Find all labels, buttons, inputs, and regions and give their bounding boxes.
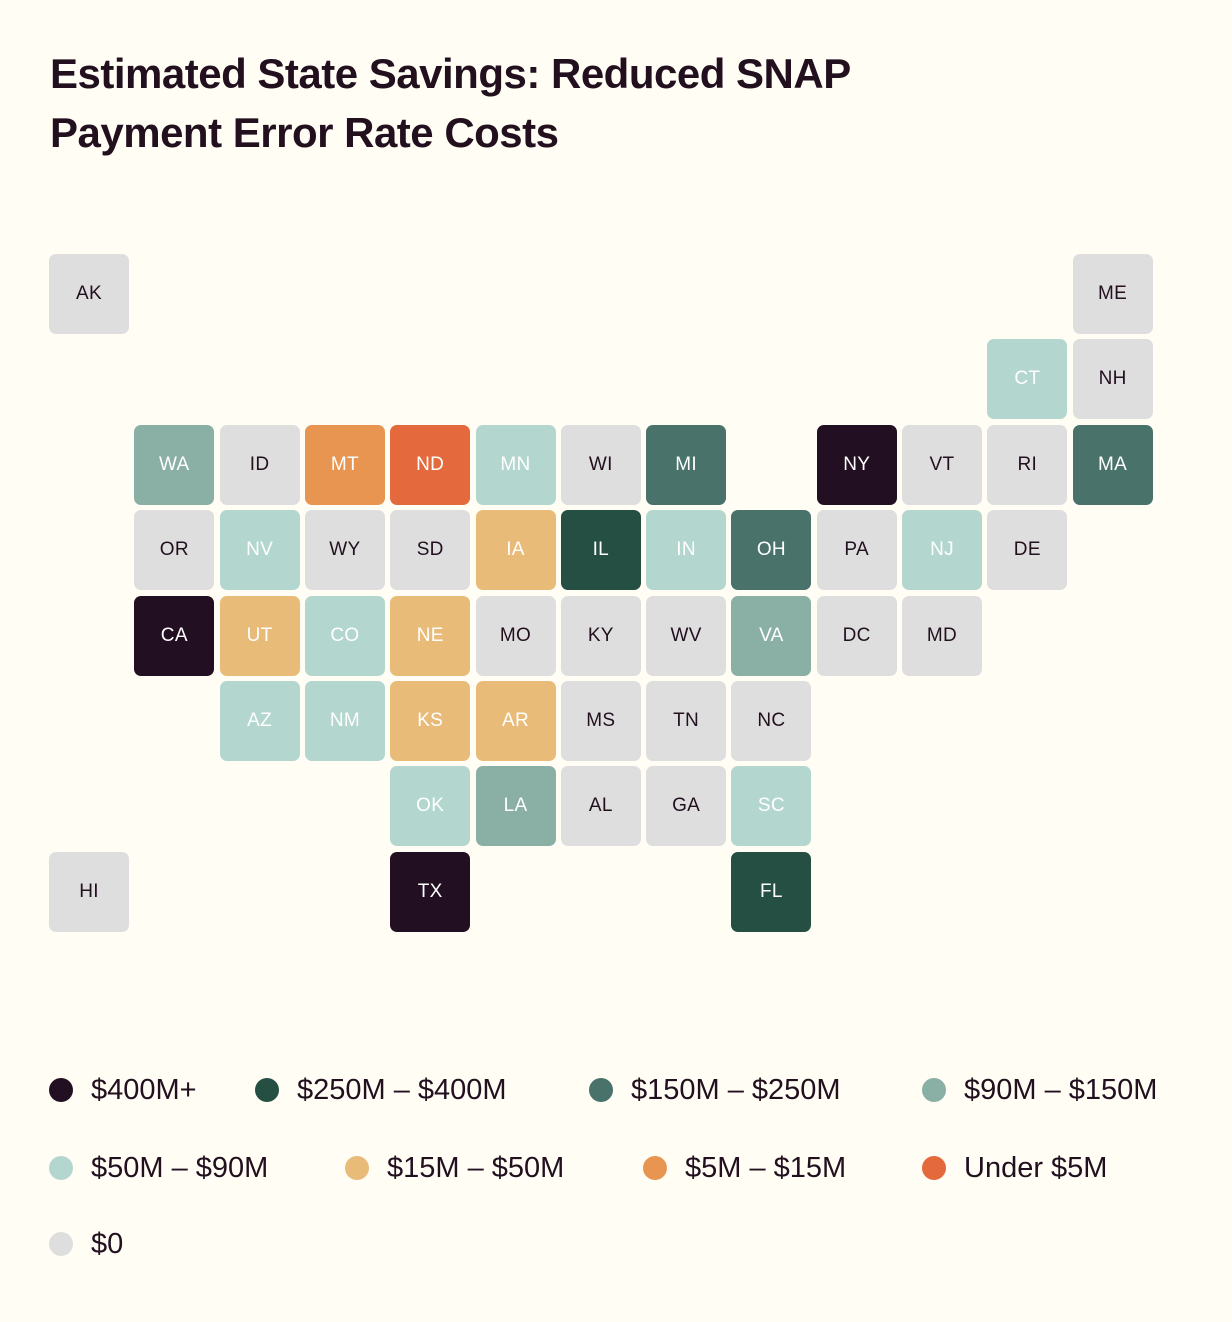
legend-label: $150M – $250M xyxy=(631,1073,841,1106)
legend-label: $400M+ xyxy=(91,1073,197,1106)
state-tile-mn[interactable]: MN xyxy=(475,424,556,505)
legend-swatch xyxy=(589,1078,613,1102)
state-tile-ar[interactable]: AR xyxy=(475,681,556,761)
state-tile-in[interactable]: IN xyxy=(646,510,727,591)
state-tile-nd[interactable]: ND xyxy=(390,424,471,505)
state-tile-wy[interactable]: WY xyxy=(304,510,385,591)
state-tile-oh[interactable]: OH xyxy=(731,510,812,591)
legend-item: $150M – $250M xyxy=(589,1070,841,1110)
legend-item: Under $5M xyxy=(922,1148,1107,1188)
state-tile-ut[interactable]: UT xyxy=(219,595,300,676)
legend-item: $400M+ xyxy=(49,1070,197,1110)
state-tile-mi[interactable]: MI xyxy=(646,424,727,505)
legend-swatch xyxy=(922,1156,946,1180)
state-tile-wa[interactable]: WA xyxy=(134,424,215,505)
state-tile-tn[interactable]: TN xyxy=(646,681,727,761)
legend-swatch xyxy=(49,1232,73,1256)
legend-swatch xyxy=(49,1078,73,1102)
state-tile-nc[interactable]: NC xyxy=(731,681,812,761)
state-tile-ct[interactable]: CT xyxy=(987,339,1068,420)
legend-label: $5M – $15M xyxy=(685,1151,847,1184)
legend-label: $90M – $150M xyxy=(964,1073,1158,1106)
chart-title: Estimated State Savings: Reduced SNAP Pa… xyxy=(50,50,850,156)
state-tile-mo[interactable]: MO xyxy=(475,595,556,676)
state-tile-co[interactable]: CO xyxy=(304,595,385,676)
legend-item: $90M – $150M xyxy=(922,1070,1157,1110)
legend-swatch xyxy=(643,1156,667,1180)
legend-label: $15M – $50M xyxy=(387,1151,565,1184)
state-tile-hi[interactable]: HI xyxy=(49,851,129,932)
state-tile-pa[interactable]: PA xyxy=(816,510,897,591)
legend-swatch xyxy=(922,1078,946,1102)
state-tile-md[interactable]: MD xyxy=(902,595,982,676)
state-tile-wi[interactable]: WI xyxy=(560,424,641,505)
state-tile-map: AK ME CT NH WA ID MT ND MN WI MI NY VT RI MA OR NV WY SD IA… xyxy=(49,254,1153,932)
state-tile-tx[interactable]: TX xyxy=(390,851,471,932)
legend-swatch xyxy=(255,1078,279,1102)
state-tile-nh[interactable]: NH xyxy=(1072,339,1153,420)
state-tile-ky[interactable]: KY xyxy=(560,595,641,676)
legend-label: $0 xyxy=(91,1227,124,1260)
state-tile-ok[interactable]: OK xyxy=(390,766,471,847)
legend-item: $15M – $50M xyxy=(345,1148,564,1188)
state-tile-de[interactable]: DE xyxy=(987,510,1068,591)
state-tile-ne[interactable]: NE xyxy=(390,595,471,676)
state-tile-ca[interactable]: CA xyxy=(134,595,215,676)
state-tile-fl[interactable]: FL xyxy=(731,851,812,932)
state-tile-la[interactable]: LA xyxy=(475,766,556,847)
state-tile-ia[interactable]: IA xyxy=(475,510,556,591)
state-tile-ga[interactable]: GA xyxy=(646,766,727,847)
state-tile-va[interactable]: VA xyxy=(731,595,812,676)
legend-item: $50M – $90M xyxy=(49,1148,268,1188)
state-tile-id[interactable]: ID xyxy=(219,424,300,505)
state-tile-vt[interactable]: VT xyxy=(902,424,982,505)
state-tile-ny[interactable]: NY xyxy=(816,424,897,505)
state-tile-al[interactable]: AL xyxy=(560,766,641,847)
legend-label: $50M – $90M xyxy=(91,1151,269,1184)
state-tile-sc[interactable]: SC xyxy=(731,766,812,847)
state-tile-mt[interactable]: MT xyxy=(304,424,385,505)
state-tile-dc[interactable]: DC xyxy=(816,595,897,676)
state-tile-ri[interactable]: RI xyxy=(987,424,1068,505)
state-tile-wv[interactable]: WV xyxy=(646,595,727,676)
legend-item: $0 xyxy=(49,1224,123,1264)
legend-swatch xyxy=(345,1156,369,1180)
state-tile-az[interactable]: AZ xyxy=(219,681,300,761)
legend-swatch xyxy=(49,1156,73,1180)
state-tile-or[interactable]: OR xyxy=(134,510,215,591)
state-tile-sd[interactable]: SD xyxy=(390,510,471,591)
state-tile-me[interactable]: ME xyxy=(1072,254,1153,334)
legend-item: $250M – $400M xyxy=(255,1070,507,1110)
legend-item: $5M – $15M xyxy=(643,1148,846,1188)
state-tile-ms[interactable]: MS xyxy=(560,681,641,761)
state-tile-ak[interactable]: AK xyxy=(49,254,129,334)
state-tile-nj[interactable]: NJ xyxy=(902,510,982,591)
legend-label: $250M – $400M xyxy=(297,1073,507,1106)
state-tile-il[interactable]: IL xyxy=(560,510,641,591)
state-tile-ma[interactable]: MA xyxy=(1072,424,1153,505)
legend-label: Under $5M xyxy=(964,1151,1108,1184)
state-tile-ks[interactable]: KS xyxy=(390,681,471,761)
state-tile-nv[interactable]: NV xyxy=(219,510,300,591)
state-tile-nm[interactable]: NM xyxy=(304,681,385,761)
